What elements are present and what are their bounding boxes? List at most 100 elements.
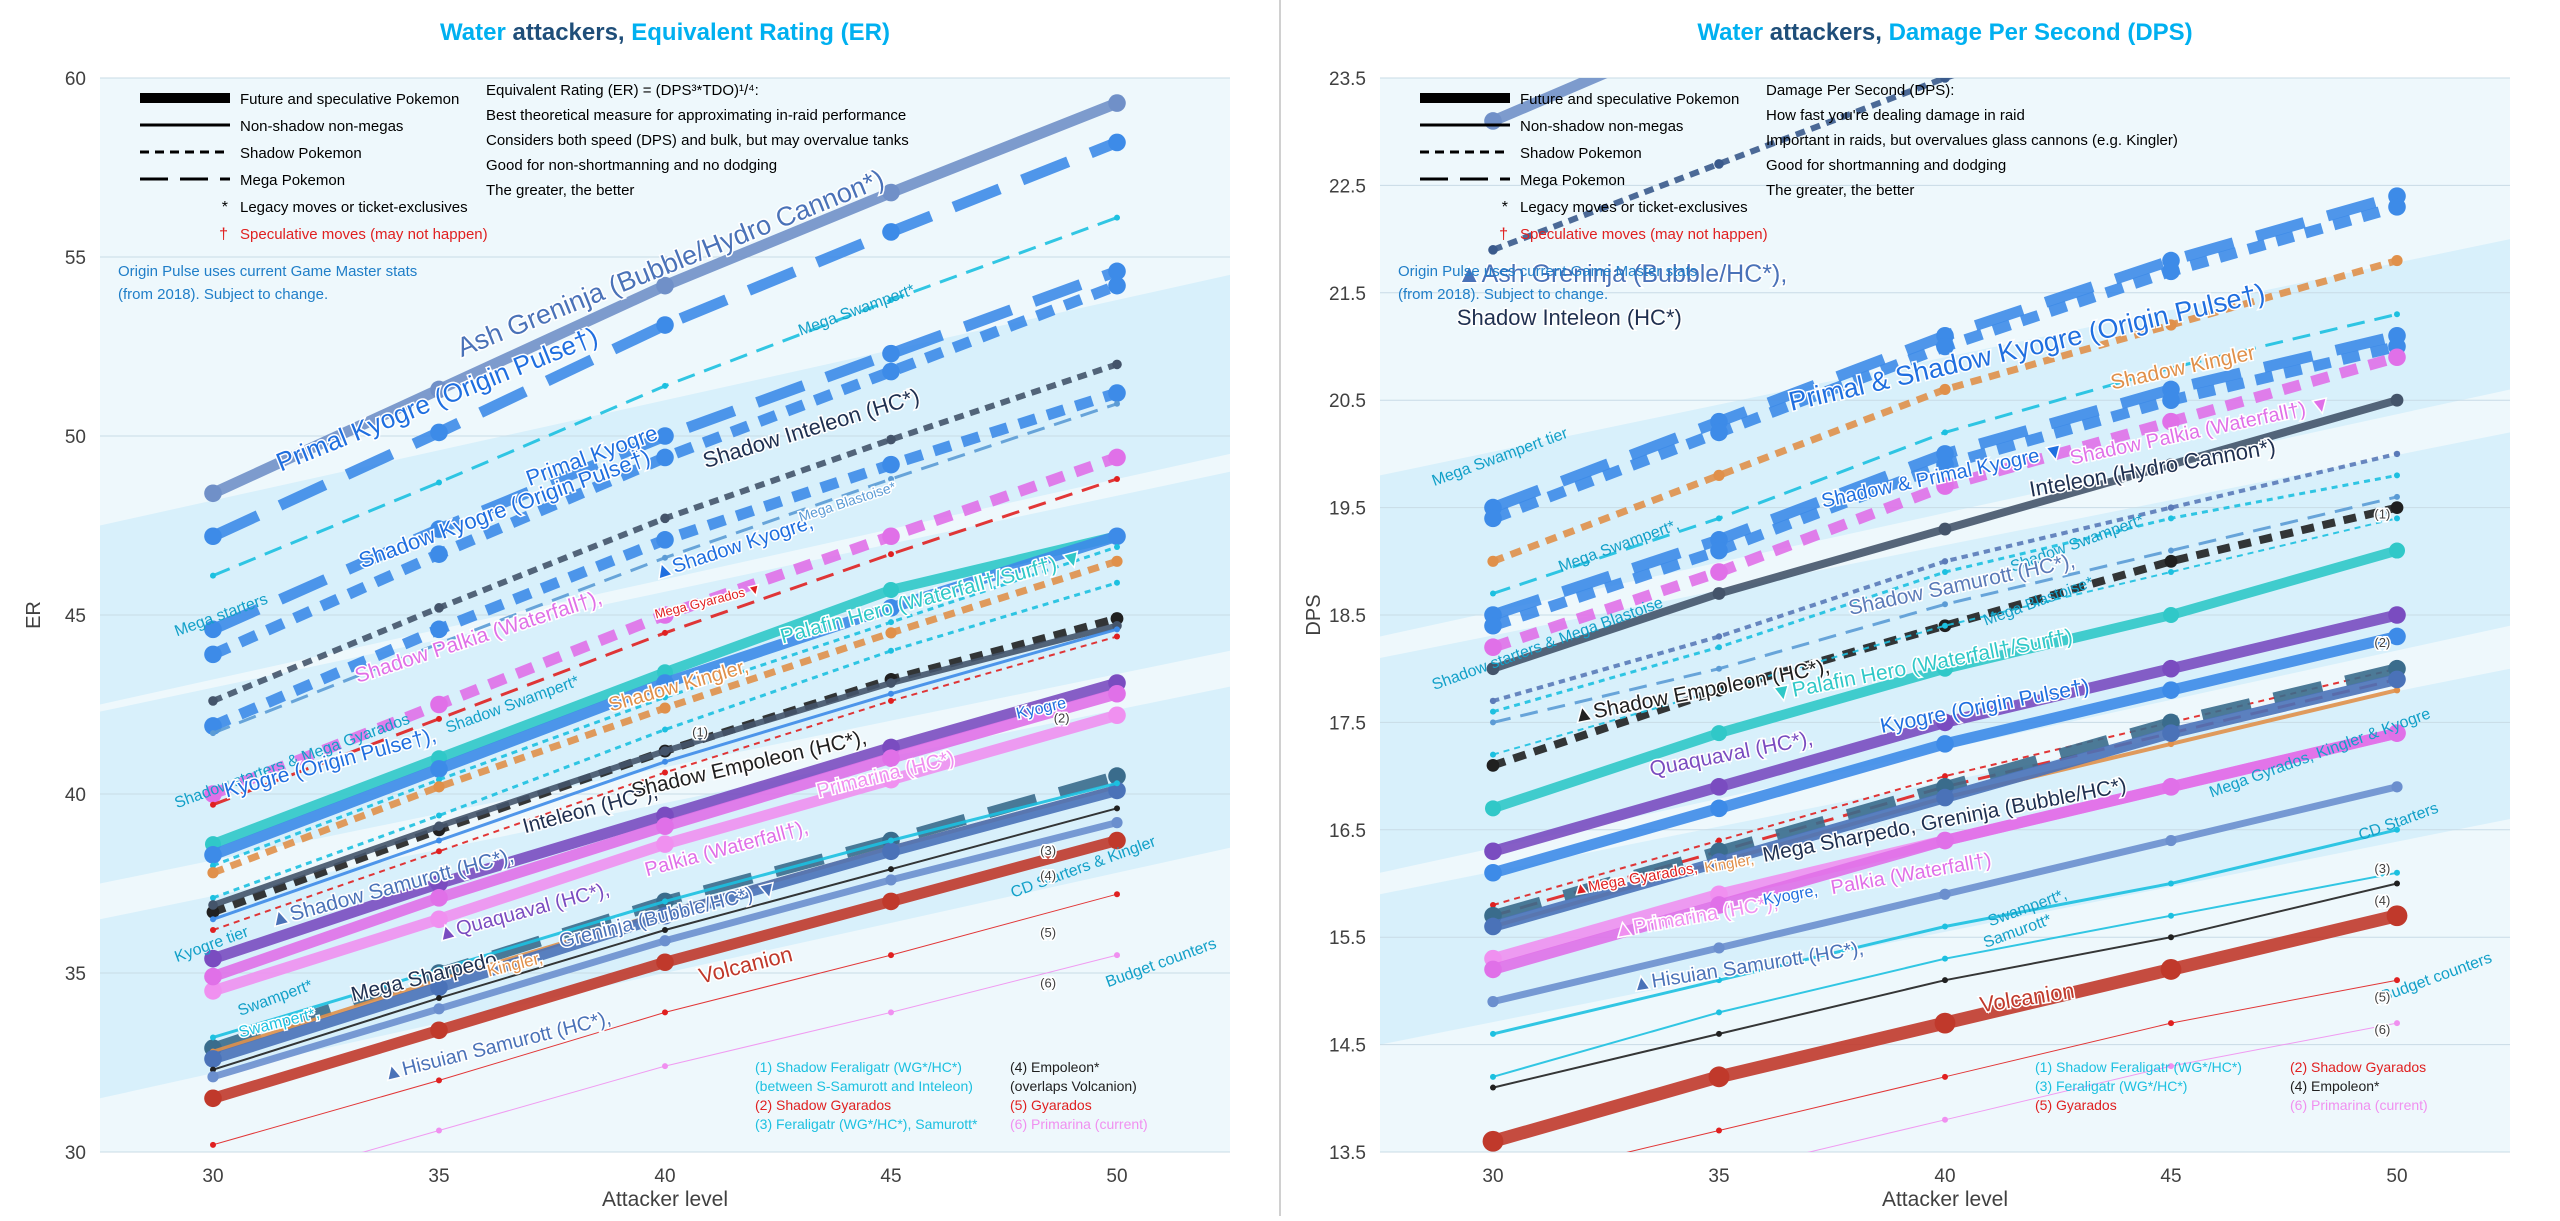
series-point-inteleon-hc (660, 746, 670, 756)
series-point-mega-sharpedo (1108, 767, 1126, 785)
series-point-shadow-gyarados (210, 927, 216, 934)
series-point-inteleon-hydro-cannon (1712, 587, 1726, 600)
series-line-shadow-empoleon-hc (1491, 503, 2398, 770)
series-point-shadow-gyarados (662, 769, 668, 776)
series-point-palkia-waterfall (882, 749, 900, 767)
series-point-hisuian-samurott-hc (2391, 781, 2403, 793)
y-tick-label: 14.5 (1329, 1036, 1366, 1057)
y-tick-label: 22.5 (1329, 176, 1366, 197)
series-point-shadow-kyogre-origin-pulse (430, 545, 448, 563)
series-point-shadow-palkia-waterfall (204, 785, 222, 803)
series-point-feraligatr-wg-hc-samurott (888, 837, 894, 844)
footnote: (3) Feraligatr (WG*/HC*), Samurott* (755, 1116, 978, 1132)
annotation-label: (6) (1040, 975, 1056, 990)
series-point-volcanion (2160, 959, 2182, 980)
series-point-mega-swampert (1942, 429, 1948, 436)
annotation-label: (2) (2374, 635, 2390, 650)
series-point-feraligatr-wg-hc (2168, 912, 2174, 919)
metric-description: Damage Per Second (DPS): How fast you're … (1766, 82, 2178, 199)
series-point-kyogre (662, 758, 668, 765)
series-point-shadow-gyarados (888, 697, 894, 704)
series-point-palafin-hero-waterfall-surf (2389, 542, 2405, 559)
series-point-feraligatr-wg-hc (2394, 869, 2400, 876)
x-tick-label: 35 (428, 1166, 449, 1187)
footnote: (overlaps Volcanion) (1010, 1078, 1137, 1094)
footnote: (4) Empoleon* (1010, 1059, 1100, 1075)
series-point-ash-greninja (204, 484, 222, 503)
series-point-volcanion (882, 892, 900, 911)
footnote: (5) Gyarados (2035, 1097, 2117, 1113)
series-point-volcanion (1934, 1012, 1956, 1034)
series-point-palafin-hero-waterfall-surf (1937, 660, 1953, 677)
series-point-shadow-empoleon-hc (1486, 758, 1500, 772)
origin-pulse-note: Origin Pulse uses current Game Master st… (118, 263, 417, 280)
series-point-shadow-palkia-waterfall (2162, 412, 2180, 431)
series-point-hisuian-samurott-hc (1939, 888, 1951, 900)
series-point-shadow-inteleon-hc (1112, 359, 1122, 370)
series-point-swampert (1716, 977, 1722, 984)
series-point-mega-blastoise (1114, 400, 1120, 407)
series-point-shadow-kingler (1487, 555, 1499, 567)
series-point-shadow-samurott-hc (1489, 697, 1497, 705)
series-point-shadow-empoleon-hc (206, 905, 220, 919)
series-point-shadow-feraligatr-wg-hc (1716, 687, 1722, 694)
series-point-kyogre (1114, 626, 1120, 633)
y-tick-label: 13.5 (1329, 1143, 1366, 1164)
series-point-shadow-swampert (1942, 569, 1948, 576)
legend-label: Shadow Pokemon (240, 145, 362, 162)
series-point-shadow-inteleon-hc (2166, 0, 2176, 8)
annotation-label: Shadow Inteleon (HC*) (1457, 305, 1682, 330)
description-line: The greater, the better (1766, 182, 1914, 199)
tier-band-budget-counters (1380, 668, 2510, 1045)
series-point-shadow-kyogre (2162, 391, 2180, 410)
series-point-feraligatr-wg-hc (1716, 1009, 1722, 1016)
x-tick-label: 30 (202, 1166, 223, 1187)
series-point-shadow-inteleon-hc (1940, 78, 1950, 83)
series-point-gyarados (2168, 1020, 2174, 1027)
series-point-shadow-kyogre (1484, 616, 1502, 635)
title-tail: Damage Per Second (DPS) (1889, 19, 2193, 46)
series-point-palkia-waterfall (430, 889, 448, 907)
series-line-shadow-feraligatr-wg-hc (1492, 517, 2398, 756)
x-tick-label: 40 (1934, 1166, 1955, 1187)
legend-label: Mega Pokemon (240, 172, 345, 189)
series-point-shadow-kyogre-origin-pulse (2388, 198, 2406, 216)
series-point-greninja-bubble-hc (656, 906, 674, 925)
series-point-kyogre-origin-pulse (656, 674, 674, 692)
series-point-volcanion (656, 953, 674, 972)
series-point-shadow-kingler (2391, 254, 2403, 267)
series-point-kyogre (888, 690, 894, 697)
series-point-mega-gyarados (1114, 475, 1120, 482)
x-tick-label: 30 (1482, 1166, 1503, 1187)
series-point-primarina-current (2168, 1063, 2174, 1070)
series-point-shadow-swampert (662, 694, 668, 701)
x-tick-label: 35 (1708, 1166, 1729, 1187)
series-point-shadow-samurott-hc (1941, 558, 1949, 565)
series-point-kyogre-origin-pulse (882, 599, 900, 617)
legend: Future and speculative Pokemon Non-shadow… (1420, 91, 1768, 243)
y-tick-label: 60 (65, 69, 86, 90)
series-point-shadow-palkia-waterfall (1484, 638, 1502, 657)
series-point-shadow-feraligatr-wg-hc (2394, 515, 2400, 522)
y-tick-label: 18.5 (1329, 606, 1366, 627)
series-point-primal-kyogre-origin-pulse (430, 423, 448, 442)
x-tick-label: 45 (2160, 1166, 2181, 1187)
legend: Future and speculative Pokemon Non-shadow… (140, 91, 488, 243)
series-point-palafin-hero-waterfall-surf (1485, 800, 1501, 817)
series-point-gyarados (1942, 1073, 1948, 1080)
annotation-label: (2) (1054, 710, 1070, 725)
series-point-gyarados (662, 1009, 668, 1016)
series-point-primarina-current (2394, 1020, 2400, 1027)
series-point-primarina-current (888, 1009, 894, 1016)
series-point-mega-swampert (1114, 214, 1120, 221)
series-point-hisuian-samurott-hc (659, 935, 671, 947)
series-point-quaquaval-hc (1936, 713, 1954, 732)
series-point-volcanion (1482, 1130, 1504, 1152)
series-point-shadow-kyogre-origin-pulse (1936, 337, 1954, 356)
series-point-shadow-swampert (436, 776, 442, 783)
series-point-mega-gyarados (888, 551, 894, 558)
series-point-shadow-kyogre (882, 455, 900, 474)
description-line: Considers both speed (DPS) and bulk, but… (486, 132, 909, 149)
origin-pulse-note: (from 2018). Subject to change. (1398, 286, 1608, 303)
